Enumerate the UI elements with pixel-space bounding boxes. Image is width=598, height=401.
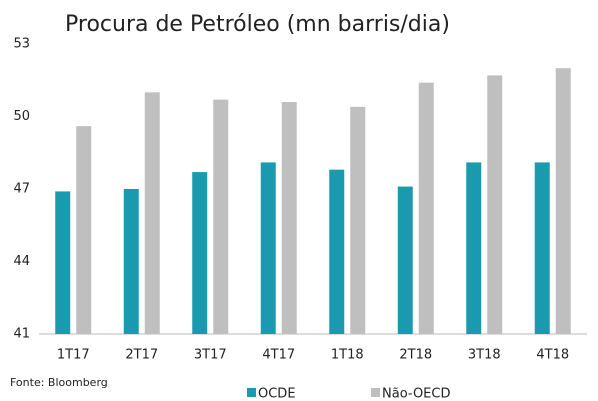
x-tick-label: 3T17 — [194, 348, 227, 363]
y-tick-label: 50 — [13, 109, 30, 124]
bar — [213, 99, 229, 334]
bar — [487, 75, 503, 335]
bar — [76, 126, 92, 335]
x-tick-label: 2T18 — [399, 348, 432, 363]
bar — [144, 92, 160, 334]
y-tick-label: 47 — [13, 182, 30, 197]
bar — [55, 191, 71, 334]
legend-label: Não-OECD — [382, 387, 450, 401]
x-tick-label: 2T17 — [125, 348, 158, 363]
x-tick-label: 1T18 — [331, 348, 364, 363]
bar — [534, 162, 550, 334]
x-tick-label: 4T17 — [262, 348, 295, 363]
bar — [555, 68, 571, 335]
bar — [397, 186, 413, 334]
x-tick-label: 1T17 — [57, 348, 90, 363]
y-tick-label: 44 — [13, 254, 30, 269]
bar — [123, 189, 139, 334]
legend-label: OCDE — [258, 387, 296, 401]
y-tick-label: 41 — [13, 327, 30, 342]
legend-swatch — [247, 388, 256, 397]
chart-title: Procura de Petróleo (mn barris/dia) — [65, 12, 450, 37]
x-tick-label: 3T18 — [468, 348, 501, 363]
legend-swatch — [371, 388, 380, 397]
bar — [418, 82, 434, 335]
source: Fonte: Bloomberg — [10, 376, 108, 389]
bar — [260, 162, 276, 334]
x-tick-label: 4T18 — [536, 348, 569, 363]
bar — [350, 106, 366, 334]
bar — [192, 172, 208, 334]
bar — [329, 169, 345, 334]
bar — [281, 102, 297, 334]
y-tick-label: 53 — [13, 37, 30, 52]
bar — [466, 162, 482, 334]
